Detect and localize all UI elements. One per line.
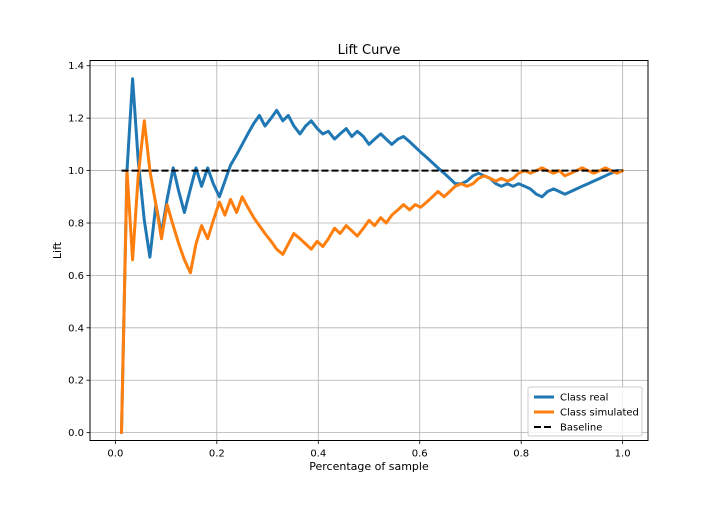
x-tick-label: 0.6 [412,449,428,460]
legend-label-class-real: Class real [560,393,608,404]
x-tick-label: 0.8 [513,449,529,460]
y-tick-label: 0.0 [68,428,84,439]
y-axis-label: Lift [51,241,64,259]
chart-title: Lift Curve [338,43,401,58]
legend-items: Class real Class simulated Baseline [534,393,639,434]
legend-label-class-simulated: Class simulated [560,408,639,419]
y-tick-label: 1.2 [68,114,84,125]
legend-label-baseline: Baseline [560,423,602,434]
x-tick-label: 1.0 [615,449,631,460]
plot-frame [89,60,649,441]
x-tick-label: 0.2 [209,449,225,460]
series-layer [120,77,625,435]
y-tick-label: 0.2 [68,376,84,387]
grid [90,60,648,441]
y-tick-label: 1.0 [68,166,84,177]
x-axis-label: Percentage of sample [309,460,429,473]
y-tick-label: 0.6 [68,271,84,282]
x-tick-label: 0.4 [310,449,326,460]
x-tick-label: 0.0 [107,449,123,460]
legend-box [527,386,643,437]
y-tick-label: 0.8 [68,218,84,229]
y-tick-label: 1.4 [68,61,84,72]
legend: Class real Class simulated Baseline [527,386,643,437]
ticks: 0.0 0.2 0.4 0.6 0.8 1.0 0.0 0.2 0.4 0.6 0.8 1.0 1.2 1… [68,61,630,459]
series-line-class-real [120,77,625,435]
series-line-class-simulated [120,119,625,435]
y-tick-label: 0.4 [68,323,84,334]
